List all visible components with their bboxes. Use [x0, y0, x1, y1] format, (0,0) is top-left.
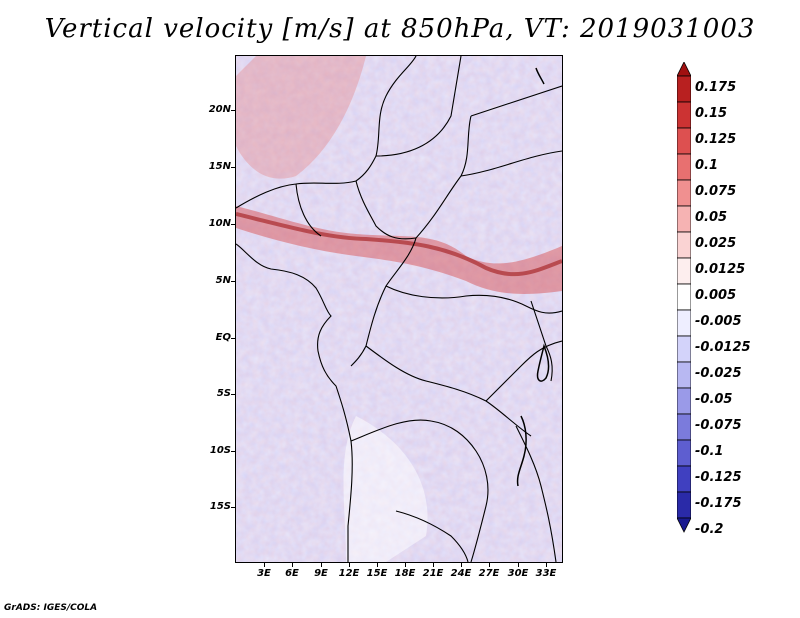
colorbar-label: 0.1 — [695, 158, 719, 173]
lat-tick — [231, 110, 235, 111]
ascent-core — [236, 212, 562, 277]
lon-label-30e: 30E — [507, 568, 529, 579]
lon-tick — [349, 563, 350, 567]
colorbar-label: -0.05 — [695, 392, 733, 407]
colorbar-segment — [677, 439, 691, 467]
ascent-band — [236, 206, 562, 294]
lat-label-5s: 5S — [216, 388, 231, 399]
colorbar-label: -0.005 — [695, 314, 742, 329]
colorbar-label: 0.005 — [695, 288, 737, 303]
lon-label-6e: 6E — [285, 568, 299, 579]
map-field — [236, 56, 562, 562]
lat-label-10n: 10N — [208, 218, 231, 229]
lat-tick — [231, 167, 235, 168]
lon-label-18e: 18E — [394, 568, 416, 579]
colorbar-segment — [677, 153, 691, 181]
colorbar-segment — [677, 335, 691, 363]
lat-label-20n: 20N — [208, 104, 231, 115]
colorbar-label: 0.175 — [695, 80, 737, 95]
colorbar-bottom-arrow — [677, 517, 691, 533]
lon-tick — [546, 563, 547, 567]
lat-tick — [231, 507, 235, 508]
colorbar-segment — [677, 491, 691, 519]
lat-tick — [231, 451, 235, 452]
colorbar-segment — [677, 101, 691, 129]
colorbar-segment — [677, 361, 691, 389]
lon-label-12e: 12E — [338, 568, 360, 579]
lon-label-9e: 9E — [314, 568, 328, 579]
colorbar-segment — [677, 75, 691, 103]
colorbar-segment — [677, 179, 691, 207]
lon-label-15e: 15E — [366, 568, 388, 579]
lon-tick — [292, 563, 293, 567]
lat-tick — [231, 394, 235, 395]
colorbar-label: -0.0125 — [695, 340, 751, 355]
map-title: Vertical velocity [m/s] at 850hPa, VT: 2… — [44, 14, 756, 44]
colorbar-label: 0.15 — [695, 106, 728, 121]
colorbar-label: 0.075 — [695, 184, 737, 199]
colorbar-segment — [677, 387, 691, 415]
colorbar-label: -0.2 — [695, 522, 724, 537]
lon-label-3e: 3E — [257, 568, 271, 579]
velocity-map — [235, 55, 563, 563]
lat-label-15n: 15N — [208, 161, 231, 172]
colorbar-segment — [677, 413, 691, 441]
colorbar-segment — [677, 465, 691, 493]
colorbar-label: 0.125 — [695, 132, 737, 147]
colorbar-label: 0.05 — [695, 210, 728, 225]
colorbar-label: -0.125 — [695, 470, 742, 485]
colorbar-segment — [677, 283, 691, 311]
lakes — [516, 67, 550, 487]
colorbar-segment — [677, 257, 691, 285]
colorbar-label: -0.1 — [695, 444, 724, 459]
colorbar-label: -0.175 — [695, 496, 742, 511]
lon-tick — [489, 563, 490, 567]
colorbar-label: -0.025 — [695, 366, 742, 381]
lat-label-5n: 5N — [215, 275, 231, 286]
lon-tick — [433, 563, 434, 567]
colorbar-label: 0.0125 — [695, 262, 746, 277]
lat-label-eq: EQ — [215, 332, 231, 343]
lat-label-15s: 15S — [209, 501, 231, 512]
lat-tick — [231, 224, 235, 225]
lat-tick — [231, 281, 235, 282]
lon-label-21e: 21E — [422, 568, 444, 579]
lon-tick — [461, 563, 462, 567]
colorbar-segment — [677, 309, 691, 337]
lon-tick — [518, 563, 519, 567]
lon-tick — [264, 563, 265, 567]
lat-label-10s: 10S — [209, 445, 231, 456]
colorbar-segment — [677, 205, 691, 233]
lat-tick — [231, 338, 235, 339]
colorbar — [677, 62, 691, 533]
colorbar-label: 0.025 — [695, 236, 737, 251]
lon-tick — [377, 563, 378, 567]
lon-label-24e: 24E — [450, 568, 472, 579]
lon-tick — [405, 563, 406, 567]
south-neutral-zone — [343, 416, 428, 562]
lon-label-27e: 27E — [478, 568, 500, 579]
colorbar-segment — [677, 231, 691, 259]
north-ascent-zone — [236, 56, 366, 179]
colorbar-segment — [677, 127, 691, 155]
colorbar-label: -0.075 — [695, 418, 742, 433]
lon-tick — [321, 563, 322, 567]
colorbar-top-arrow — [677, 62, 691, 77]
lon-label-33e: 33E — [535, 568, 557, 579]
credit-text: GrADS: IGES/COLA — [4, 603, 98, 613]
borders — [236, 56, 562, 562]
